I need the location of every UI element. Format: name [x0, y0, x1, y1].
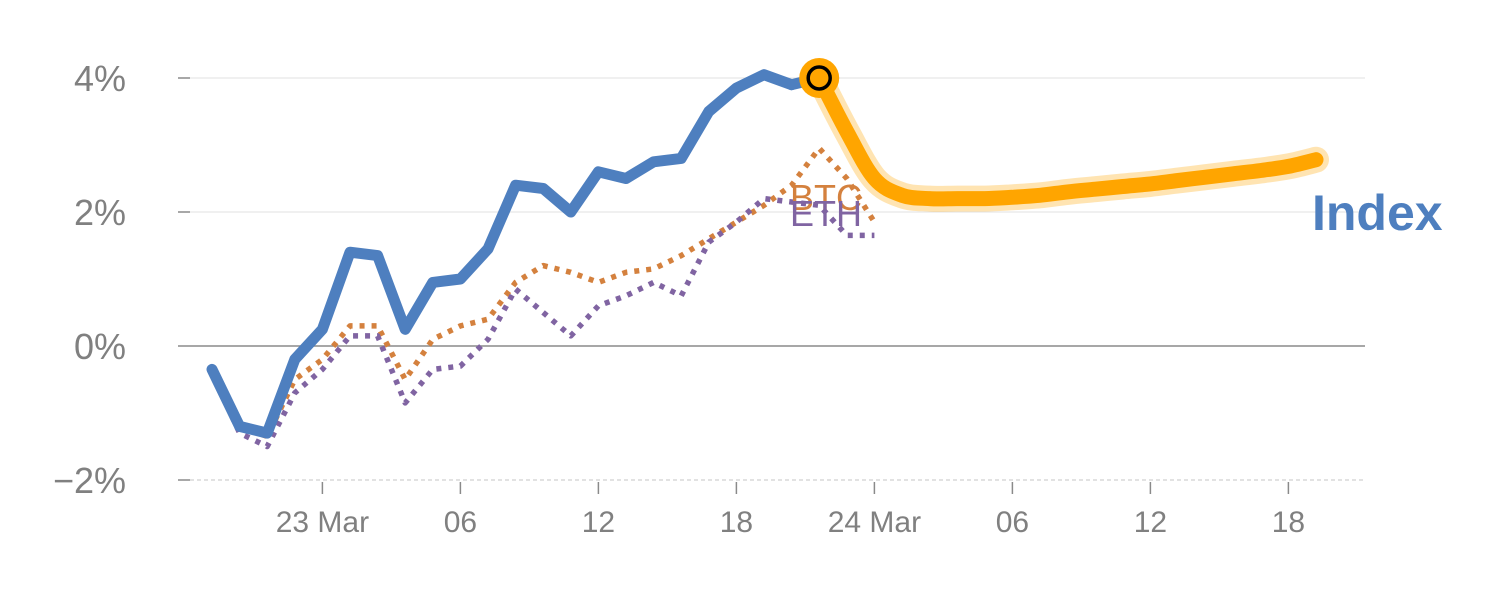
series-line-btc: [209, 145, 877, 440]
series-labels: BTC ETH Index: [790, 177, 1443, 241]
x-tick-label-2: 12: [582, 506, 615, 539]
y-axis: −2% 0% 2% 4%: [53, 58, 190, 501]
y-tick-label-1: 0%: [74, 326, 126, 367]
x-tick-label-4: 24 Mar: [828, 506, 921, 539]
projection-glow: [806, 65, 1329, 212]
y-tick-label-3: 4%: [74, 58, 126, 99]
projection-marker: [806, 65, 832, 91]
x-axis: 23 Mar 06 12 18 24 Mar 06 12 18: [276, 482, 1305, 539]
series-label-btc: BTC: [790, 177, 862, 218]
x-tick-label-7: 18: [1272, 506, 1305, 539]
x-tick-label-5: 06: [996, 506, 1029, 539]
y-tick-label-0: −2%: [53, 460, 126, 501]
x-tick-label-6: 12: [1134, 506, 1167, 539]
y-tick-label-2: 2%: [74, 192, 126, 233]
projection-layer: [799, 58, 1329, 212]
series-label-index: Index: [1312, 185, 1443, 241]
projection-line: [811, 70, 1324, 207]
series-line-eth: [209, 195, 875, 450]
gridlines: [190, 77, 1365, 481]
x-tick-label-0: 23 Mar: [276, 506, 369, 539]
x-tick-label-3: 18: [720, 506, 753, 539]
plot-series: [206, 69, 877, 450]
x-tick-label-1: 06: [444, 506, 477, 539]
series-line-index: [206, 69, 798, 439]
series-label-eth: ETH: [790, 193, 862, 234]
